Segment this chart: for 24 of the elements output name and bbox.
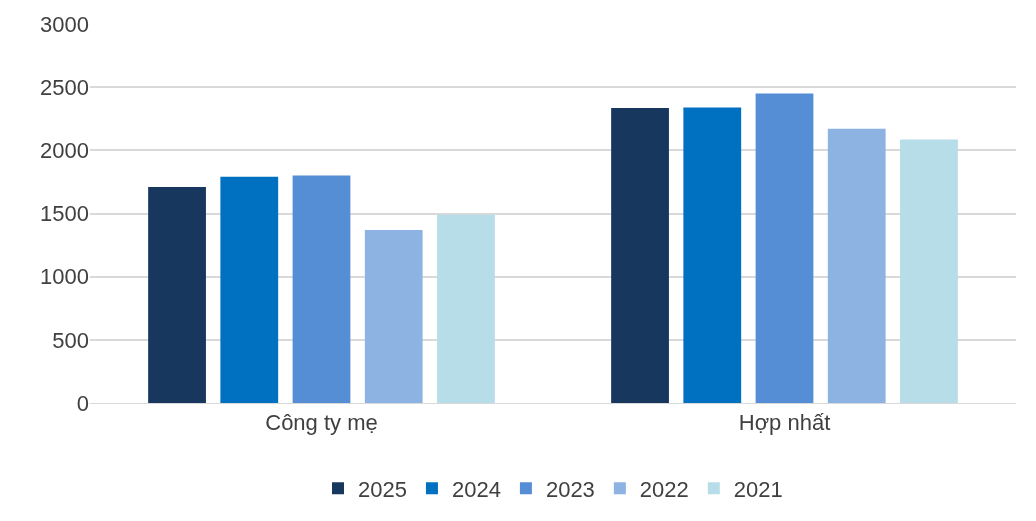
bar	[755, 93, 814, 403]
y-tick-label: 3000	[40, 11, 89, 37]
bar	[900, 139, 958, 403]
y-tick-label: 0	[76, 390, 89, 416]
y-tick-label: 2500	[40, 74, 89, 100]
legend-label: 2022	[639, 476, 689, 502]
bar	[220, 176, 279, 403]
y-tick-label: 2000	[40, 138, 89, 164]
y-tick-label: 500	[52, 327, 89, 353]
bar	[683, 107, 742, 403]
legend-label: 2024	[451, 476, 501, 502]
bar	[611, 108, 669, 403]
y-tick-label: 1000	[40, 264, 89, 290]
legend-label: 2021	[733, 476, 783, 502]
bar	[148, 186, 206, 403]
bar	[292, 175, 351, 403]
y-tick-label: 1500	[40, 201, 89, 227]
bar	[364, 229, 423, 403]
legend-label: 2025	[358, 476, 407, 502]
bar	[827, 128, 886, 403]
x-tick-label: Công ty mẹ	[265, 410, 378, 436]
bar	[437, 214, 495, 403]
legend-label: 2023	[545, 476, 595, 502]
x-tick-label: Hợp nhất	[738, 410, 831, 436]
